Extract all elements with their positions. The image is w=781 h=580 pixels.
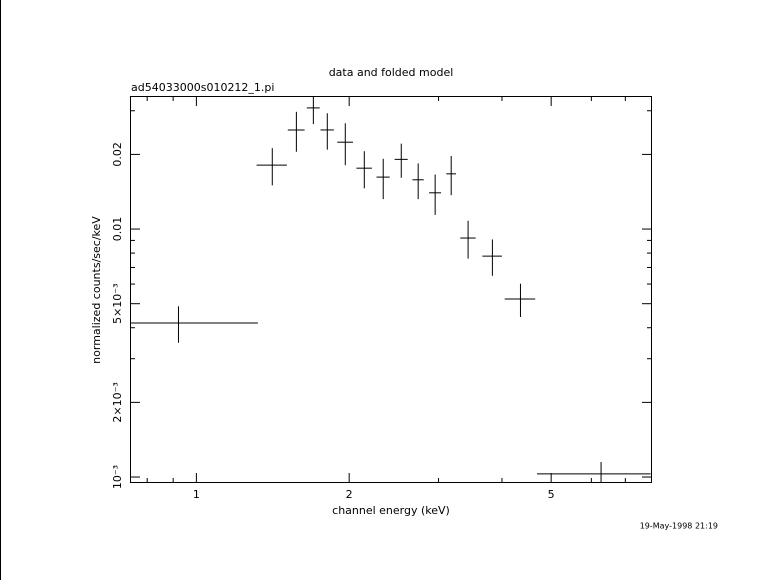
timestamp: 19-May-1998 21:19	[640, 522, 718, 531]
y-tick-label: 10⁻³	[111, 465, 124, 489]
chart-subtitle: ad54033000s010212_1.pi	[131, 81, 274, 94]
y-tick-label: 0.02	[111, 142, 124, 167]
y-tick-label: 0.01	[111, 217, 124, 242]
y-tick-label: 2×10⁻³	[111, 382, 124, 422]
x-tick-label: 5	[548, 488, 555, 501]
y-tick-label: 5×10⁻³	[111, 283, 124, 323]
x-axis-label: channel energy (keV)	[332, 504, 450, 517]
y-axis-label: normalized counts/sec/keV	[90, 216, 103, 364]
plot-area	[130, 96, 651, 483]
plot-frame	[130, 96, 652, 483]
chart-title: data and folded model	[329, 66, 454, 79]
x-tick-label: 2	[346, 488, 353, 501]
x-tick-label: 1	[193, 488, 200, 501]
